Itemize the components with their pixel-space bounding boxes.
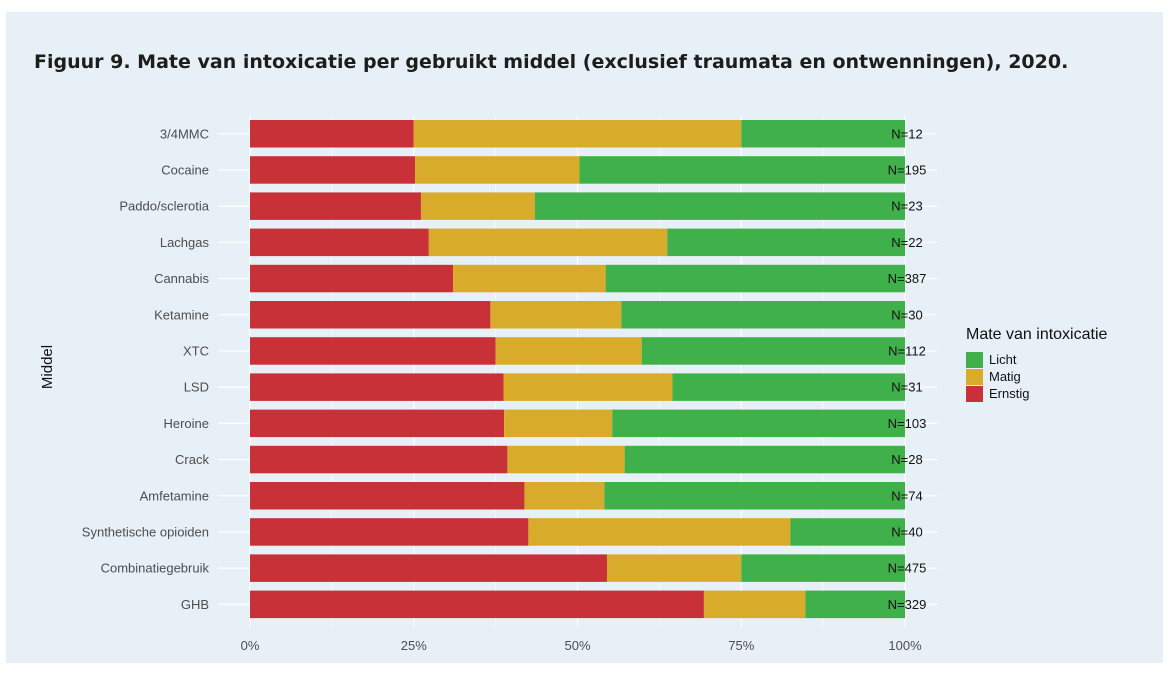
legend-swatch-matig (966, 368, 983, 385)
bar-ernstig (250, 120, 414, 148)
bar-licht (667, 228, 905, 257)
category-label: Synthetische opioiden (82, 524, 209, 539)
x-tick-label: 0% (241, 638, 260, 653)
y-axis-title: Middel (39, 345, 56, 389)
category-label: Paddo/sclerotia (119, 199, 209, 214)
n-label: N=387 (888, 271, 927, 286)
n-label: N=12 (891, 126, 922, 141)
bar-ernstig (250, 445, 508, 474)
n-label: N=112 (888, 343, 926, 358)
n-label: N=23 (891, 199, 922, 214)
category-label: Amfetamine (140, 488, 209, 503)
bar-matig (495, 337, 642, 365)
n-label: N=40 (891, 524, 922, 539)
bar-licht (612, 409, 905, 438)
bar-licht (605, 264, 905, 293)
n-label: N=22 (891, 235, 922, 250)
legend-item-ernstig: Ernstig (966, 385, 1107, 402)
legend-swatch-licht (966, 351, 983, 368)
n-label: N=103 (888, 416, 927, 431)
bar-licht (621, 301, 905, 329)
bar-ernstig (250, 518, 529, 546)
figure-title: Figuur 9. Mate van intoxicatie per gebru… (34, 51, 1069, 73)
bar-licht (534, 192, 905, 220)
bar-matig (528, 518, 791, 546)
legend-label-licht: Licht (989, 352, 1017, 367)
x-tick-label: 75% (728, 638, 754, 653)
bar-ernstig (250, 482, 525, 510)
bar-ernstig (250, 409, 505, 438)
bar-matig (606, 554, 742, 582)
bar-matig (524, 482, 605, 510)
n-label: N=74 (891, 488, 922, 503)
bars-layer (250, 120, 905, 619)
bar-matig (420, 192, 535, 220)
legend-item-licht: Licht (966, 351, 1107, 368)
category-label: Combinatiegebruik (101, 561, 210, 576)
bar-matig (413, 120, 742, 148)
n-label: N=28 (891, 452, 922, 467)
n-label: N=475 (888, 561, 927, 576)
bar-licht (672, 373, 905, 401)
bar-licht (641, 337, 905, 365)
bar-matig (428, 228, 668, 257)
legend-item-matig: Matig (966, 368, 1107, 385)
bar-ernstig (250, 301, 491, 329)
bar-licht (604, 482, 905, 510)
category-label: 3/4MMC (160, 126, 209, 141)
category-label: Lachgas (160, 235, 210, 250)
bar-matig (453, 264, 606, 293)
legend: Mate van intoxicatie Licht Matig Ernstig (966, 326, 1107, 402)
category-label: Heroine (163, 416, 209, 431)
bar-licht (805, 590, 905, 619)
bar-ernstig (250, 554, 607, 582)
x-tick-label: 100% (888, 638, 922, 653)
bar-licht (624, 445, 905, 474)
bar-ernstig (250, 590, 704, 619)
bar-ernstig (250, 192, 421, 220)
n-label: N=31 (891, 380, 922, 395)
bar-ernstig (250, 264, 454, 293)
bar-ernstig (250, 156, 416, 184)
bar-licht (790, 518, 905, 546)
category-label: Cannabis (154, 271, 209, 286)
x-tick-label: 50% (564, 638, 590, 653)
n-label: N=30 (891, 307, 922, 322)
category-label: Ketamine (154, 307, 209, 322)
bar-ernstig (250, 337, 496, 365)
bar-matig (490, 301, 622, 329)
legend-swatch-ernstig (966, 385, 983, 402)
bar-licht (579, 156, 905, 184)
n-label: N=329 (888, 597, 927, 612)
legend-label-matig: Matig (989, 369, 1021, 384)
category-label: LSD (184, 380, 209, 395)
category-label: Cocaine (161, 162, 209, 177)
x-tick-label: 25% (401, 638, 427, 653)
n-label: N=195 (888, 162, 927, 177)
bar-matig (504, 409, 613, 438)
bar-licht (741, 120, 905, 148)
bar-matig (415, 156, 580, 184)
bar-ernstig (250, 373, 504, 401)
category-label: Crack (175, 452, 209, 467)
bar-ernstig (250, 228, 429, 257)
legend-title: Mate van intoxicatie (966, 326, 1108, 343)
bar-matig (507, 445, 625, 474)
bar-matig (703, 590, 806, 619)
category-label: GHB (181, 597, 209, 612)
bar-matig (503, 373, 673, 401)
legend-label-ernstig: Ernstig (989, 386, 1030, 401)
bar-licht (741, 554, 905, 582)
category-label: XTC (183, 343, 209, 358)
labels-layer: 0% 25% 50% 75% 100% 3/4MMC N=12 Cocaine N=195 Pad… (82, 126, 927, 653)
